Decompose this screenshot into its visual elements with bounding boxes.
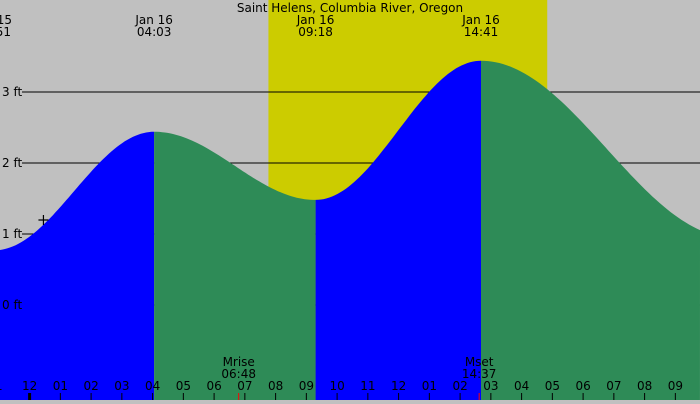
x-tick-label: 1 — [0, 379, 3, 393]
x-tick-label: 10 — [329, 379, 344, 393]
x-tick-label: 06 — [575, 379, 590, 393]
y-tick-label: 0 ft — [2, 298, 22, 312]
x-tick-label: 06 — [206, 379, 221, 393]
falling-tide-area — [154, 131, 316, 401]
tide-event-date: Jan 16 — [296, 13, 335, 27]
x-tick-label: 01 — [422, 379, 437, 393]
x-tick-label: 04 — [145, 379, 160, 393]
tide-event-time: 14:41 — [464, 25, 499, 39]
y-tick-label: 3 ft — [2, 85, 22, 99]
x-tick-label: 12 — [391, 379, 406, 393]
tide-event-time: 09:18 — [298, 25, 333, 39]
tide-event-date: 15 — [0, 13, 12, 27]
x-tick-label: 08 — [637, 379, 652, 393]
x-tick-label: 07 — [237, 379, 252, 393]
x-tick-label: 07 — [606, 379, 621, 393]
y-tick-label: 1 ft — [2, 227, 22, 241]
rising-tide-area — [315, 60, 482, 401]
x-tick-label: 09 — [668, 379, 683, 393]
x-tick-label: 12 — [22, 379, 37, 393]
x-tick-label: 08 — [268, 379, 283, 393]
tide-event-time: 51 — [0, 25, 11, 39]
moon-event-label: Mrise — [223, 355, 255, 369]
x-tick-label: 05 — [545, 379, 560, 393]
rising-tide-area — [0, 131, 155, 400]
tide-event-time: 04:03 — [137, 25, 172, 39]
y-tick-label: 2 ft — [2, 156, 22, 170]
current-time-marker — [38, 215, 49, 225]
falling-tide-area — [481, 60, 700, 401]
moon-event-time: 14:37 — [462, 367, 497, 381]
x-tick-label: 01 — [53, 379, 68, 393]
x-tick-label: 05 — [176, 379, 191, 393]
tide-event-date: Jan 16 — [461, 13, 500, 27]
x-tick-label: 11 — [360, 379, 375, 393]
x-tick-label: 02 — [452, 379, 467, 393]
x-tick-label: 09 — [299, 379, 314, 393]
x-tick-label: 02 — [83, 379, 98, 393]
x-tick-label: 03 — [114, 379, 129, 393]
tide-event-date: Jan 16 — [134, 13, 173, 27]
moon-event-label: Mset — [465, 355, 494, 369]
moon-event-time: 06:48 — [221, 367, 256, 381]
chart-title: Saint Helens, Columbia River, Oregon — [237, 1, 463, 15]
x-tick-label: 04 — [514, 379, 529, 393]
x-tick-label: 03 — [483, 379, 498, 393]
